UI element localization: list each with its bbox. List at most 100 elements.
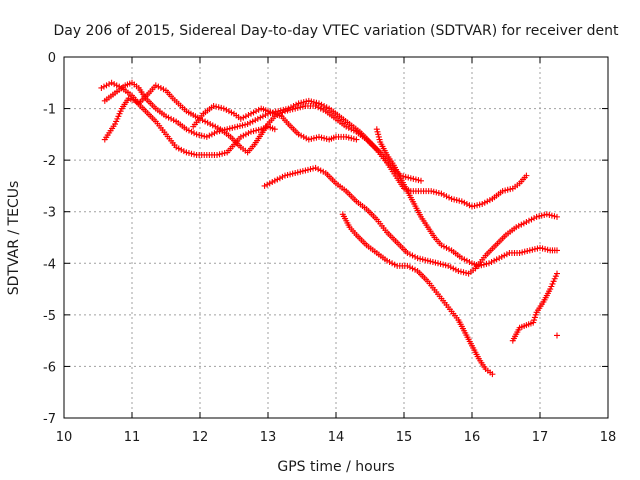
y-tick-label: -7 [43, 412, 56, 427]
series-F [373, 126, 560, 269]
data-point [305, 97, 312, 104]
data-point [455, 268, 462, 275]
data-point [531, 317, 538, 324]
data-point [112, 121, 118, 128]
series-C [101, 95, 278, 158]
data-point [289, 170, 296, 177]
data-point [404, 262, 411, 269]
data-point [298, 132, 305, 139]
data-point [520, 220, 527, 227]
data-point [271, 126, 278, 133]
data-point [548, 283, 555, 290]
data-point [284, 171, 291, 178]
data-point [391, 261, 398, 268]
data-point [113, 118, 120, 125]
data-point [493, 256, 500, 263]
data-point [424, 257, 431, 264]
y-tick-label: -6 [43, 360, 56, 375]
data-point [254, 115, 261, 122]
y-tick-label: -2 [43, 154, 56, 169]
data-point [546, 211, 553, 218]
data-point [376, 136, 383, 143]
y-tick-label: -5 [43, 309, 56, 324]
data-point [293, 101, 300, 108]
data-point [437, 260, 444, 267]
data-point [529, 246, 536, 253]
data-point [310, 99, 317, 106]
data-point [114, 115, 121, 122]
data-point [404, 249, 411, 256]
axes-layer: 0 -1 -2 -3 -4 -5 -6 -710 11 12 13 14 15 16 17 18 [43, 51, 616, 445]
y-tick-label: 0 [48, 51, 56, 66]
data-point [373, 126, 380, 133]
data-point [297, 104, 304, 111]
data-point [550, 278, 557, 285]
data-point [463, 269, 470, 276]
data-point [475, 262, 482, 269]
data-point [554, 213, 560, 220]
x-tick-label: 13 [260, 430, 277, 445]
data-point [115, 113, 122, 120]
data-point [480, 261, 487, 268]
data-point [259, 113, 266, 120]
data-point [310, 135, 317, 142]
data-point [552, 273, 559, 280]
plot-frame [63, 56, 609, 419]
data-point [264, 181, 271, 188]
data-point [297, 168, 304, 175]
data-point [484, 198, 491, 205]
data-point [255, 126, 262, 133]
data-point [523, 172, 530, 179]
data-point [271, 177, 278, 184]
data-point [438, 190, 445, 197]
series-G [339, 211, 496, 378]
data-point [547, 286, 554, 293]
data-point [488, 258, 495, 265]
data-point [501, 252, 508, 259]
chart-title: Day 206 of 2015, Sidereal Day-to-day VTE… [53, 23, 619, 39]
data-point [318, 134, 325, 141]
data-point [531, 314, 538, 321]
data-point [533, 213, 540, 220]
data-point [310, 165, 317, 172]
data-point [298, 99, 305, 106]
data-point [438, 242, 445, 249]
x-tick-label: 16 [464, 430, 481, 445]
data-point [417, 255, 424, 262]
data-point [458, 198, 465, 205]
data-point [463, 257, 470, 264]
data-point [549, 280, 556, 287]
data-point [117, 108, 124, 115]
data-point [476, 201, 483, 208]
series-D [190, 102, 360, 143]
data-point [446, 194, 453, 201]
x-tick-label: 15 [396, 430, 413, 445]
data-point [412, 266, 419, 273]
data-point [542, 246, 549, 253]
data-point [412, 253, 419, 260]
data-point [551, 275, 558, 282]
data-point [532, 311, 539, 318]
data-point [285, 105, 292, 112]
x-tick-label: 17 [532, 430, 549, 445]
data-point [433, 189, 440, 196]
x-axis-label: GPS time / hours [277, 459, 394, 475]
data-point [418, 177, 424, 184]
data-point [375, 131, 382, 138]
data-point [429, 258, 436, 265]
data-point [451, 196, 458, 203]
data-point [516, 249, 523, 256]
data-point [116, 110, 123, 117]
data-point [386, 258, 393, 265]
series-H [509, 270, 560, 344]
data-point [450, 265, 457, 272]
x-tick-label: 11 [124, 430, 141, 445]
x-tick-label: 14 [328, 430, 345, 445]
data-point [305, 136, 312, 143]
x-tick-label: 10 [56, 430, 73, 445]
data-point [446, 246, 453, 253]
series-B [101, 79, 424, 184]
data-point [302, 167, 309, 174]
